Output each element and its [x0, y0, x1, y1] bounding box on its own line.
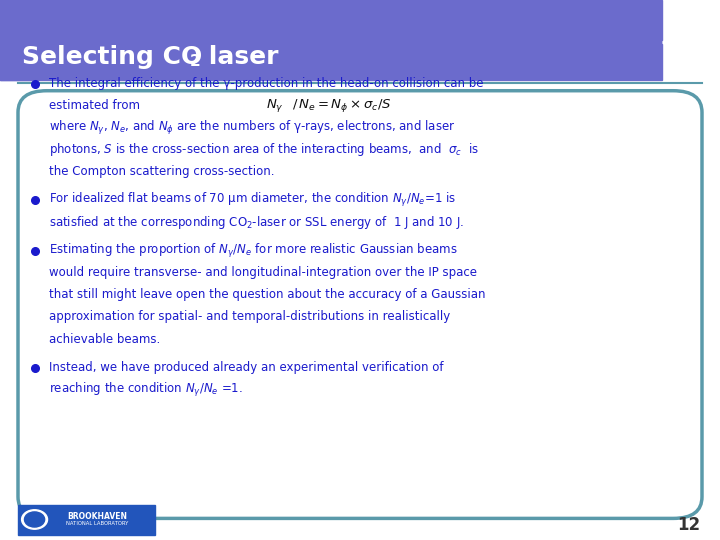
- Circle shape: [22, 510, 48, 529]
- Text: estimated from: estimated from: [49, 99, 140, 112]
- FancyBboxPatch shape: [0, 0, 662, 80]
- Text: approximation for spatial- and temporal-distributions in realistically: approximation for spatial- and temporal-…: [49, 310, 450, 323]
- Text: where $N_{\gamma}$, $N_{e}$, and $N_{\phi}$ are the numbers of γ-rays, electrons: where $N_{\gamma}$, $N_{e}$, and $N_{\ph…: [49, 119, 455, 137]
- Text: would require transverse- and longitudinal-integration over the IP space: would require transverse- and longitudin…: [49, 266, 477, 279]
- Text: $N_{\gamma}$: $N_{\gamma}$: [266, 97, 284, 114]
- Bar: [0, 0, 36, 80]
- Text: achievable beams.: achievable beams.: [49, 333, 161, 346]
- Text: laser: laser: [200, 45, 279, 69]
- Text: Instead, we have produced already an experimental verification of: Instead, we have produced already an exp…: [49, 361, 444, 374]
- Text: 12: 12: [677, 516, 700, 534]
- Text: photons, $S$ is the cross-section area of the interacting beams,  and  $\sigma_c: photons, $S$ is the cross-section area o…: [49, 141, 479, 158]
- Circle shape: [24, 512, 45, 527]
- Text: The integral efficiency of the γ-production in the head-on collision can be: The integral efficiency of the γ-product…: [49, 77, 483, 90]
- Text: $/\, N_e = N_{\phi} \times \sigma_c / S$: $/\, N_e = N_{\phi} \times \sigma_c / S$: [292, 97, 392, 114]
- Text: Selecting CO: Selecting CO: [22, 45, 202, 69]
- Text: the Compton scattering cross-section.: the Compton scattering cross-section.: [49, 165, 274, 178]
- Bar: [0, 0, 662, 40]
- Text: Estimating the proportion of $N_{\gamma}/N_e$ for more realistic Gaussian beams: Estimating the proportion of $N_{\gamma}…: [49, 242, 457, 260]
- Bar: [0, 44, 662, 80]
- Text: that still might leave open the question about the accuracy of a Gaussian: that still might leave open the question…: [49, 288, 485, 301]
- Text: 2: 2: [190, 54, 201, 69]
- Text: satisfied at the corresponding CO$_2$-laser or SSL energy of  1 J and 10 J.: satisfied at the corresponding CO$_2$-la…: [49, 214, 464, 231]
- FancyBboxPatch shape: [18, 91, 702, 518]
- Text: For idealized flat beams of 70 μm diameter, the condition $N_{\gamma}/N_e$=1 is: For idealized flat beams of 70 μm diamet…: [49, 191, 456, 210]
- Bar: [18, 505, 155, 535]
- Text: BROOKHAVEN: BROOKHAVEN: [67, 512, 127, 521]
- Text: NATIONAL LABORATORY: NATIONAL LABORATORY: [66, 521, 128, 526]
- Text: reaching the condition $N_{\gamma}/N_e$ =1.: reaching the condition $N_{\gamma}/N_e$ …: [49, 381, 243, 399]
